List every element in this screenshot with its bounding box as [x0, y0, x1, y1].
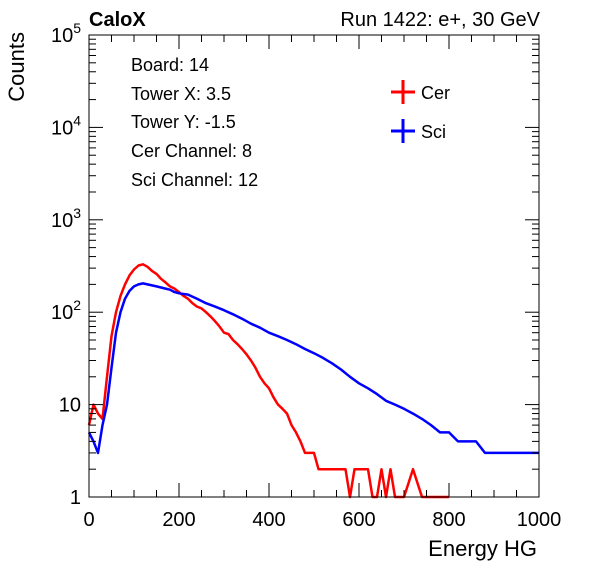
info-board: Board: 14 — [131, 55, 209, 75]
x-tick-label: 600 — [342, 509, 375, 531]
y-tick-label: 102 — [51, 297, 81, 324]
y-axis-label: Counts — [4, 32, 29, 102]
info-text-block: Board: 14 Tower X: 3.5 Tower Y: -1.5 Cer… — [131, 55, 258, 190]
info-tower-y: Tower Y: -1.5 — [131, 112, 236, 132]
y-tick-label: 10 — [59, 395, 81, 417]
info-cer-channel: Cer Channel: 8 — [131, 141, 252, 161]
x-tick-label: 400 — [252, 509, 285, 531]
x-tick-label: 800 — [432, 509, 465, 531]
info-sci-channel: Sci Channel: 12 — [131, 170, 258, 190]
x-tick-label: 0 — [83, 509, 94, 531]
x-tick-label: 200 — [162, 509, 195, 531]
x-axis-label: Energy HG — [428, 536, 537, 561]
legend-marker-sci — [391, 119, 415, 143]
y-tick-label: 104 — [51, 112, 81, 139]
y-tick-label: 105 — [51, 20, 81, 47]
x-tick-label: 1000 — [517, 509, 562, 531]
header-left: CaloX — [89, 9, 146, 31]
y-tick-label: 103 — [51, 205, 81, 232]
series-line-cer — [87, 263, 449, 499]
legend-label-cer: Cer — [421, 83, 450, 103]
header-right: Run 1422: e+, 30 GeV — [340, 9, 540, 31]
series-line-sci — [87, 282, 539, 455]
y-tick-label: 1 — [70, 487, 81, 509]
legend-marker-cer — [391, 80, 415, 104]
legend: Cer Sci — [391, 80, 450, 143]
info-tower-x: Tower X: 3.5 — [131, 84, 231, 104]
legend-label-sci: Sci — [421, 122, 446, 142]
